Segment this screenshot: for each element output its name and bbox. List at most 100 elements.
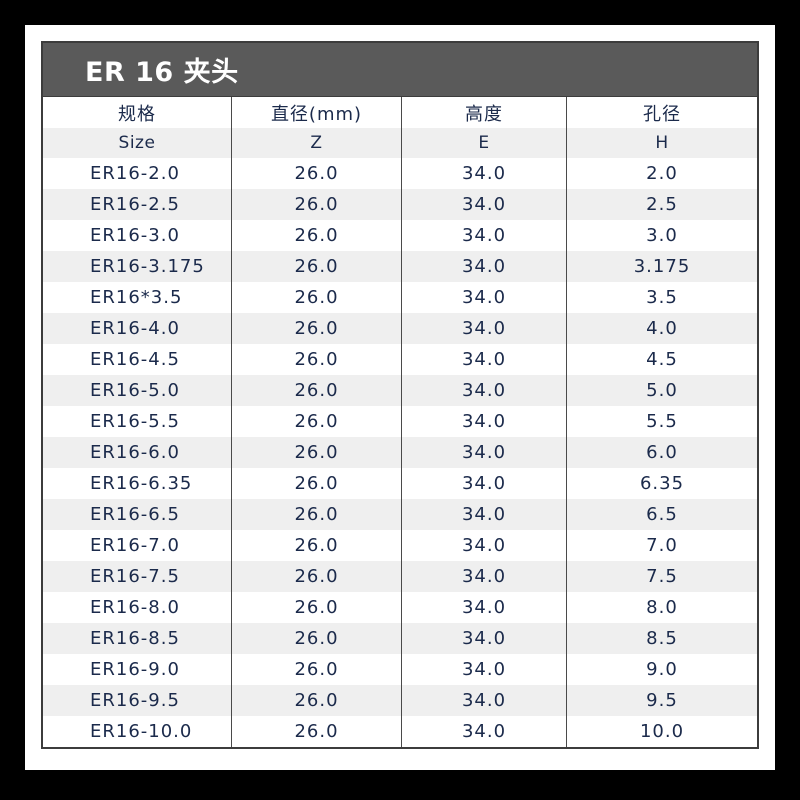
cell-diameter: 26.0 [232,654,402,685]
header-size-en: Size [43,128,232,158]
cell-height: 34.0 [402,406,567,437]
cell-diameter: 26.0 [232,685,402,716]
cell-size: ER16-3.175 [43,251,232,282]
cell-diameter: 26.0 [232,158,402,189]
cell-height: 34.0 [402,654,567,685]
table-title: ER 16 夹头 [85,57,239,88]
cell-diameter: 26.0 [232,251,402,282]
table-row: ER16-8.0 26.0 34.0 8.0 [43,592,757,623]
table-row: ER16-4.5 26.0 34.0 4.5 [43,344,757,375]
cell-diameter: 26.0 [232,344,402,375]
cell-size: ER16*3.5 [43,282,232,313]
cell-bore: 9.0 [646,659,678,680]
cell-bore: 6.5 [646,504,678,525]
cell-height: 34.0 [402,313,567,344]
title-bar: ER 16 夹头 [43,43,757,97]
table-row: ER16-7.5 26.0 34.0 7.5 [43,561,757,592]
cell-size: ER16-2.5 [43,189,232,220]
table-body: ER16-2.0 26.0 34.0 2.0 ER16-2.5 26.0 34.0 2.5 ER… [43,158,757,747]
cell-diameter: 26.0 [232,375,402,406]
cell-bore: 9.5 [646,690,678,711]
header-diameter-en: Z [232,128,402,158]
cell-height: 34.0 [402,220,567,251]
table-row: ER16-3.0 26.0 34.0 3.0 [43,220,757,251]
cell-height: 34.0 [402,716,567,747]
cell-diameter: 26.0 [232,530,402,561]
cell-size: ER16-6.5 [43,499,232,530]
cell-size: ER16-3.0 [43,220,232,251]
table-row: ER16-5.0 26.0 34.0 5.0 [43,375,757,406]
cell-diameter: 26.0 [232,623,402,654]
cell-diameter: 26.0 [232,406,402,437]
cell-bore: 5.0 [646,380,678,401]
cell-bore: 8.5 [646,628,678,649]
cell-height: 34.0 [402,561,567,592]
cell-height: 34.0 [402,592,567,623]
cell-bore: 6.35 [639,473,685,494]
header-bore-en: H [655,133,669,153]
cell-size: ER16-4.0 [43,313,232,344]
cell-height: 34.0 [402,344,567,375]
cell-size: ER16-8.5 [43,623,232,654]
cell-bore: 4.0 [646,318,678,339]
table-row: ER16-9.0 26.0 34.0 9.0 [43,654,757,685]
cell-height: 34.0 [402,189,567,220]
cell-size: ER16-9.0 [43,654,232,685]
cell-height: 34.0 [402,282,567,313]
cell-bore: 3.175 [633,256,691,277]
cell-size: ER16-10.0 [43,716,232,747]
header-size-cn: 规格 [43,97,232,128]
header-height-cn: 高度 [402,97,567,128]
table-row: ER16*3.5 26.0 34.0 3.5 [43,282,757,313]
cell-diameter: 26.0 [232,716,402,747]
cell-size: ER16-2.0 [43,158,232,189]
cell-diameter: 26.0 [232,313,402,344]
cell-size: ER16-9.5 [43,685,232,716]
cell-size: ER16-8.0 [43,592,232,623]
cell-bore: 3.5 [646,287,678,308]
cell-size: ER16-5.5 [43,406,232,437]
table-row: ER16-9.5 26.0 34.0 9.5 [43,685,757,716]
cell-height: 34.0 [402,468,567,499]
cell-diameter: 26.0 [232,220,402,251]
cell-size: ER16-6.0 [43,437,232,468]
cell-diameter: 26.0 [232,592,402,623]
cell-height: 34.0 [402,623,567,654]
table-row: ER16-2.0 26.0 34.0 2.0 [43,158,757,189]
cell-bore: 4.5 [646,349,678,370]
cell-diameter: 26.0 [232,282,402,313]
table-row: ER16-10.0 26.0 34.0 10.0 [43,716,757,747]
header-height-en: E [402,128,567,158]
table-row: ER16-6.5 26.0 34.0 6.5 [43,499,757,530]
table-row: ER16-6.35 26.0 34.0 6.35 [43,468,757,499]
cell-bore: 3.0 [646,225,678,246]
table-row: ER16-7.0 26.0 34.0 7.0 [43,530,757,561]
cell-bore: 8.0 [646,597,678,618]
cell-height: 34.0 [402,499,567,530]
table-row: ER16-5.5 26.0 34.0 5.5 [43,406,757,437]
cell-size: ER16-5.0 [43,375,232,406]
cell-diameter: 26.0 [232,437,402,468]
cell-bore: 2.5 [646,194,678,215]
cell-diameter: 26.0 [232,468,402,499]
spec-table: ER 16 夹头 规格 直径(mm) 高度 孔径 Size Z E H ER16… [41,41,759,749]
table-row: ER16-6.0 26.0 34.0 6.0 [43,437,757,468]
header-row-chinese: 规格 直径(mm) 高度 孔径 [43,97,757,128]
cell-height: 34.0 [402,530,567,561]
cell-bore: 7.0 [646,535,678,556]
cell-height: 34.0 [402,158,567,189]
cell-height: 34.0 [402,251,567,282]
table-row: ER16-3.175 26.0 34.0 3.175 [43,251,757,282]
cell-diameter: 26.0 [232,561,402,592]
cell-size: ER16-7.5 [43,561,232,592]
cell-height: 34.0 [402,375,567,406]
cell-bore: 10.0 [639,721,685,742]
table-row: ER16-8.5 26.0 34.0 8.5 [43,623,757,654]
cell-size: ER16-4.5 [43,344,232,375]
cell-height: 34.0 [402,437,567,468]
cell-diameter: 26.0 [232,189,402,220]
cell-bore: 6.0 [646,442,678,463]
header-diameter-cn: 直径(mm) [232,97,402,128]
table-row: ER16-4.0 26.0 34.0 4.0 [43,313,757,344]
cell-bore: 5.5 [646,411,678,432]
